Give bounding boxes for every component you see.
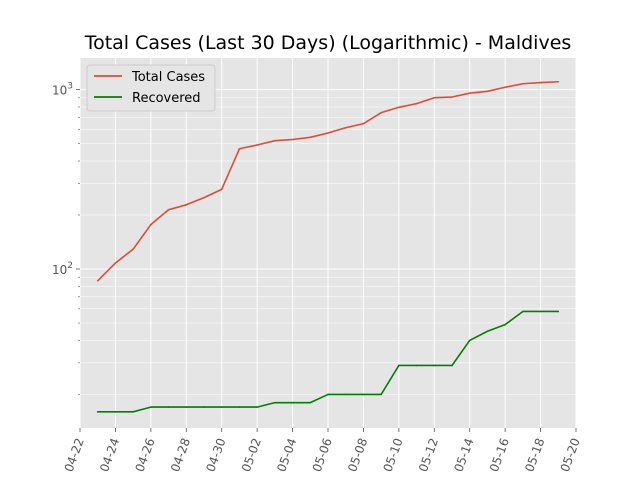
- data-point-total-cases: [451, 96, 453, 98]
- y-axis-tick-labels: 102 103: [52, 82, 73, 277]
- legend-label-total-cases: Total Cases: [131, 70, 205, 85]
- data-point-recovered: [274, 401, 276, 404]
- data-point-total-cases: [380, 111, 382, 114]
- data-point-total-cases: [415, 102, 418, 105]
- data-point-total-cases: [291, 138, 294, 141]
- data-point-total-cases: [114, 262, 117, 264]
- y-tick-label: 103: [52, 82, 73, 98]
- data-point-total-cases: [274, 139, 276, 142]
- chart-title: Total Cases (Last 30 Days) (Logarithmic)…: [84, 32, 572, 54]
- data-point-total-cases: [256, 144, 258, 146]
- axis-ticks: [76, 89, 577, 432]
- x-tick-label: 04-24: [97, 436, 122, 474]
- data-point-recovered: [380, 393, 382, 396]
- data-point-recovered: [451, 364, 453, 367]
- x-tick-label: 05-12: [416, 436, 441, 474]
- x-tick-label: 05-10: [381, 436, 406, 474]
- data-point-recovered: [114, 411, 117, 413]
- x-tick-label: 05-16: [487, 436, 512, 474]
- x-tick-label: 05-02: [239, 436, 264, 474]
- data-point-recovered: [150, 406, 152, 408]
- legend: Total Cases Recovered: [86, 64, 216, 112]
- x-tick-label: 05-04: [274, 436, 299, 474]
- data-point-recovered: [291, 401, 294, 404]
- data-point-total-cases: [167, 208, 170, 211]
- data-point-total-cases: [203, 196, 205, 199]
- data-point-total-cases: [504, 86, 506, 89]
- y-tick-label: 102: [52, 261, 73, 277]
- data-point-recovered: [132, 411, 134, 413]
- x-tick-label: 04-30: [203, 436, 228, 474]
- data-point-recovered: [203, 406, 205, 408]
- data-point-recovered: [415, 364, 418, 367]
- x-tick-label: 05-18: [522, 436, 547, 474]
- data-point-total-cases: [522, 82, 524, 85]
- data-point-recovered: [238, 406, 241, 408]
- data-point-total-cases: [344, 126, 347, 129]
- data-point-total-cases: [468, 92, 471, 94]
- data-point-recovered: [327, 393, 329, 396]
- data-point-total-cases: [238, 147, 241, 150]
- data-point-recovered: [167, 406, 170, 408]
- data-point-recovered: [539, 310, 542, 313]
- data-point-total-cases: [150, 223, 152, 226]
- data-point-recovered: [433, 364, 436, 367]
- data-point-recovered: [504, 323, 506, 326]
- data-point-total-cases: [185, 204, 188, 206]
- x-tick-label: 05-20: [558, 436, 583, 474]
- data-point-total-cases: [132, 248, 134, 250]
- x-tick-label: 05-14: [451, 436, 476, 474]
- data-point-total-cases: [433, 96, 436, 99]
- data-point-total-cases: [398, 106, 400, 109]
- data-point-total-cases: [557, 80, 560, 83]
- x-tick-label: 05-08: [345, 436, 370, 474]
- data-point-recovered: [557, 310, 560, 313]
- legend-label-recovered: Recovered: [132, 91, 201, 106]
- data-point-total-cases: [486, 90, 489, 93]
- x-tick-label: 05-06: [310, 436, 335, 474]
- x-tick-label: 04-28: [168, 436, 193, 474]
- data-point-total-cases: [539, 81, 542, 84]
- data-point-recovered: [256, 406, 258, 408]
- data-point-total-cases: [96, 279, 99, 282]
- x-tick-label: 04-26: [133, 436, 158, 474]
- data-point-total-cases: [362, 122, 365, 125]
- data-point-recovered: [96, 411, 99, 413]
- data-point-recovered: [398, 364, 400, 367]
- x-axis-tick-labels: 04-22 04-24 04-26 04-28 04-30 05-02 05-04 05-06…: [62, 436, 583, 474]
- data-point-recovered: [185, 406, 188, 408]
- data-point-recovered: [309, 401, 312, 404]
- data-point-recovered: [220, 406, 223, 408]
- data-point-recovered: [522, 310, 524, 313]
- data-point-recovered: [486, 330, 489, 333]
- series-lines: [96, 80, 560, 413]
- x-tick-label: 04-22: [62, 436, 87, 474]
- data-point-recovered: [362, 393, 365, 396]
- data-point-recovered: [468, 339, 471, 342]
- data-point-total-cases: [220, 188, 223, 191]
- data-point-total-cases: [327, 132, 329, 134]
- data-point-total-cases: [309, 136, 312, 139]
- data-point-recovered: [344, 393, 347, 396]
